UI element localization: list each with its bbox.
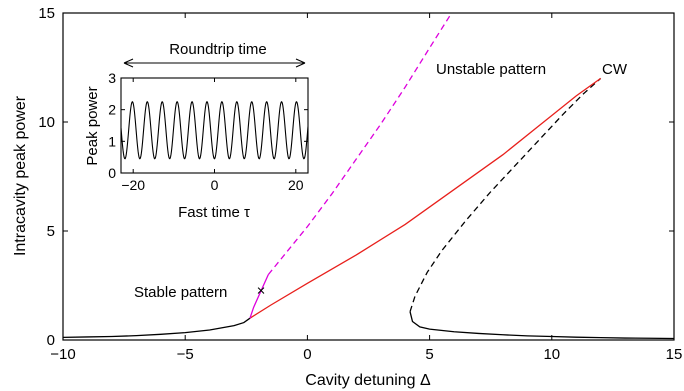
inset-y-tick-label: 3 (108, 70, 116, 86)
roundtrip-arrow (123, 58, 306, 68)
inset-series-0 (121, 100, 308, 160)
inset-y-tick-label: 1 (108, 133, 116, 149)
inset-background (121, 78, 308, 173)
main-series-3 (249, 77, 602, 319)
instability-cross-marker: × (257, 282, 266, 299)
annotation-stable-pattern: Stable pattern (134, 284, 227, 301)
main-series-group (63, 13, 674, 340)
x-tick-label: 5 (425, 346, 433, 363)
annotation-unstable-pattern: Unstable pattern (436, 61, 546, 78)
y-tick-label: 15 (38, 5, 55, 22)
y-tick-label: 5 (47, 223, 55, 240)
y-tick-label: 0 (47, 332, 55, 349)
inset-x-tick-label: 20 (288, 177, 304, 193)
main-series-0 (63, 317, 251, 339)
x-axis-label: Cavity detuning Δ (305, 372, 431, 389)
main-series-2 (409, 77, 602, 312)
plot-frame (62, 12, 675, 341)
main-series-4 (249, 274, 269, 319)
inset-series-group (121, 100, 308, 160)
x-tick-label: −5 (177, 346, 194, 363)
inset-x-tick-label: −20 (121, 177, 145, 193)
roundtrip-time-label: Roundtrip time (169, 41, 267, 58)
main-series-5 (267, 13, 453, 276)
inset-y-axis-label: Peak power (84, 86, 101, 165)
inset-y-tick-label: 2 (108, 102, 116, 118)
inset-y-tick-label: 0 (108, 165, 116, 181)
inset-x-axis-label: Fast time τ (178, 204, 250, 221)
annotation-cw: CW (602, 61, 628, 78)
x-tick-label: 15 (666, 346, 683, 363)
inset-ticks-group: −20 0 20 0 1 2 3 (108, 70, 308, 193)
x-tick-label: −10 (50, 346, 75, 363)
y-tick-label: 10 (38, 114, 55, 131)
main-series-1 (409, 311, 674, 340)
x-tick-label: 10 (543, 346, 560, 363)
inset-chart: −20 0 20 0 1 2 3 Fast time τ Peak power Roundt… (84, 41, 309, 221)
inset-x-tick-label: 0 (211, 177, 219, 193)
y-axis-label: Intracavity peak power (12, 95, 29, 256)
x-tick-label: 0 (303, 346, 311, 363)
